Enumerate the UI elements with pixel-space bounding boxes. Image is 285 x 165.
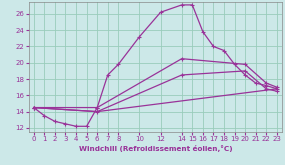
- X-axis label: Windchill (Refroidissement éolien,°C): Windchill (Refroidissement éolien,°C): [78, 145, 232, 152]
